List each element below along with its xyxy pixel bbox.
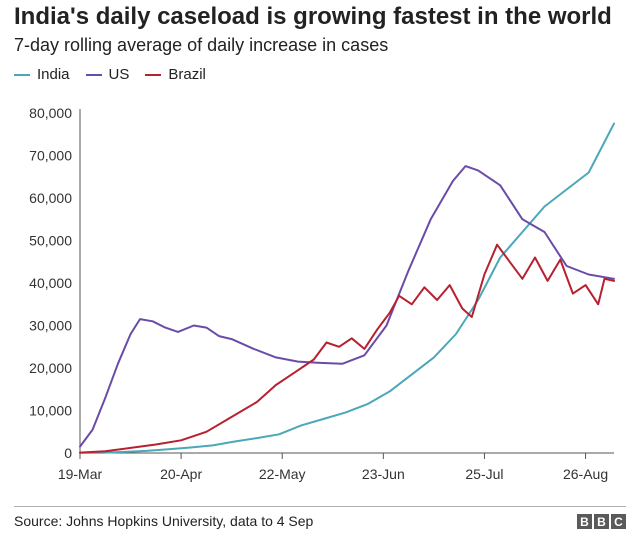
x-tick-label: 20-Apr bbox=[160, 466, 202, 482]
chart-legend: India US Brazil bbox=[14, 66, 222, 83]
y-tick-label: 60,000 bbox=[29, 190, 72, 206]
legend-swatch-brazil bbox=[145, 73, 162, 76]
x-tick-label: 19-Mar bbox=[58, 466, 103, 482]
y-tick-label: 0 bbox=[64, 445, 72, 461]
bbc-logo-letter: B bbox=[594, 514, 609, 529]
bbc-logo: B B C bbox=[575, 514, 626, 529]
legend-label-india: India bbox=[37, 66, 70, 83]
legend-item-india: India bbox=[14, 66, 70, 83]
y-tick-label: 70,000 bbox=[29, 148, 72, 164]
y-tick-label: 50,000 bbox=[29, 233, 72, 249]
series-line-india bbox=[79, 122, 615, 454]
y-tick-label: 10,000 bbox=[29, 403, 72, 419]
chart-source: Source: Johns Hopkins University, data t… bbox=[14, 513, 314, 529]
bbc-logo-letter: C bbox=[611, 514, 626, 529]
legend-item-us: US bbox=[85, 66, 130, 83]
footer-divider bbox=[14, 506, 626, 507]
x-tick-label: 25-Jul bbox=[465, 466, 503, 482]
chart-title: India's daily caseload is growing fastes… bbox=[14, 3, 612, 30]
legend-swatch-india bbox=[14, 73, 30, 76]
legend-label-us: US bbox=[108, 66, 130, 83]
series-line-brazil bbox=[79, 243, 615, 454]
x-tick-label: 23-Jun bbox=[362, 466, 405, 482]
legend-item-brazil: Brazil bbox=[145, 66, 206, 83]
line-chart: 0 10,000 20,000 30,000 40,000 50,000 60,000 70,… bbox=[29, 105, 615, 482]
y-tick-label: 80,000 bbox=[29, 105, 72, 121]
legend-label-brazil: Brazil bbox=[168, 66, 206, 83]
x-tick-label: 26-Aug bbox=[563, 466, 608, 482]
y-tick-label: 20,000 bbox=[29, 360, 72, 376]
x-tick-label: 22-May bbox=[259, 466, 306, 482]
chart-subtitle: 7-day rolling average of daily increase … bbox=[14, 35, 389, 55]
y-tick-label: 30,000 bbox=[29, 318, 72, 334]
legend-swatch-us bbox=[85, 73, 102, 76]
bbc-logo-letter: B bbox=[577, 514, 592, 529]
y-tick-label: 40,000 bbox=[29, 275, 72, 291]
series-line-us bbox=[79, 165, 615, 448]
